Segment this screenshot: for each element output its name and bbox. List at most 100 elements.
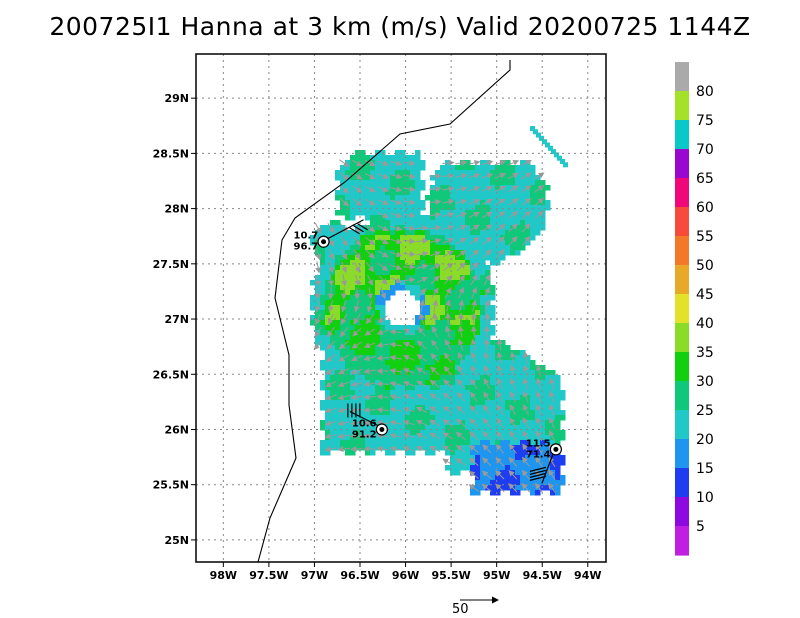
wind-cell xyxy=(365,295,371,301)
wind-vector xyxy=(483,378,491,390)
wind-cell xyxy=(465,210,471,216)
wind-cell xyxy=(350,400,356,406)
wind-cell xyxy=(365,320,371,326)
wind-cell xyxy=(355,205,361,211)
wind-cell xyxy=(480,230,486,236)
wind-cell xyxy=(360,285,366,291)
wind-cell xyxy=(335,280,341,286)
wind-cell xyxy=(335,335,341,341)
wind-cell xyxy=(450,310,456,316)
x-tick-label: 98W xyxy=(210,569,237,582)
wind-cell xyxy=(500,390,506,396)
wind-cell xyxy=(425,405,431,411)
colorbar-swatch xyxy=(675,62,689,92)
wind-vector xyxy=(328,248,335,261)
wind-vector xyxy=(508,223,518,233)
wind-cell xyxy=(420,360,426,366)
wind-cell xyxy=(555,435,561,441)
wind-cell xyxy=(395,260,401,266)
wind-cell xyxy=(425,260,431,266)
wind-vector xyxy=(522,390,529,403)
wind-cell xyxy=(435,205,441,211)
wind-cell xyxy=(350,440,356,446)
wind-cell xyxy=(425,430,431,436)
wind-cell xyxy=(340,250,346,256)
wind-vector xyxy=(350,420,363,427)
wind-cell xyxy=(490,375,496,381)
wind-cell xyxy=(460,425,466,431)
wind-cell xyxy=(485,440,491,446)
wind-cell xyxy=(425,385,431,391)
wind-vector xyxy=(494,159,507,166)
wind-cell xyxy=(390,240,396,246)
wind-cell xyxy=(430,360,436,366)
wind-cell xyxy=(405,200,411,206)
wind-cell xyxy=(345,340,351,346)
wind-cell xyxy=(360,205,366,211)
wind-cell xyxy=(435,255,441,261)
wind-cell xyxy=(405,400,411,406)
wind-cell xyxy=(385,360,391,366)
wind-cell xyxy=(550,370,556,376)
wind-cell xyxy=(360,325,366,331)
wind-cell xyxy=(335,220,341,226)
wind-cell xyxy=(410,180,416,186)
wind-cell xyxy=(400,425,406,431)
wind-cell xyxy=(490,490,496,496)
wind-cell xyxy=(345,415,351,421)
wind-cell xyxy=(520,360,526,366)
wind-vector xyxy=(429,237,442,244)
wind-cell xyxy=(535,410,541,416)
wind-vector xyxy=(496,377,503,390)
wind-cell xyxy=(370,340,376,346)
wind-vector xyxy=(402,354,415,361)
wind-cell xyxy=(465,370,471,376)
wind-cell xyxy=(455,450,461,456)
wind-cell xyxy=(335,380,341,386)
wind-cell xyxy=(545,445,551,451)
wind-cell xyxy=(480,305,486,311)
wind-cell xyxy=(465,335,471,341)
wind-cell xyxy=(420,305,426,311)
wind-cell xyxy=(370,445,376,451)
wind-vector xyxy=(456,262,466,272)
wind-cell xyxy=(350,315,356,321)
wind-cell xyxy=(330,235,336,241)
wind-cell xyxy=(325,425,331,431)
wind-cell xyxy=(385,405,391,411)
wind-cell xyxy=(440,285,446,291)
wind-cell xyxy=(460,245,466,251)
wind-vector xyxy=(509,417,517,429)
wind-cell xyxy=(445,170,451,176)
wind-cell xyxy=(485,450,491,456)
wind-cell xyxy=(370,300,376,306)
wind-vector xyxy=(548,377,555,390)
wind-vector xyxy=(350,368,363,375)
wind-cell xyxy=(345,445,351,451)
wind-cell xyxy=(365,230,371,236)
wind-cell xyxy=(530,215,536,221)
wind-cell xyxy=(510,440,516,446)
wind-cell xyxy=(420,420,426,426)
wind-cell xyxy=(380,375,386,381)
wind-cell xyxy=(450,290,456,296)
wind-cell xyxy=(515,480,521,486)
wind-cell xyxy=(445,450,451,456)
wind-cell xyxy=(395,420,401,426)
wind-cell xyxy=(505,385,511,391)
wind-vector xyxy=(509,377,516,390)
wind-cell xyxy=(540,385,546,391)
wind-cell xyxy=(460,365,466,371)
wind-cell xyxy=(390,290,396,296)
wind-cell xyxy=(385,415,391,421)
wind-cell xyxy=(365,450,371,456)
wind-cell xyxy=(400,360,406,366)
wind-cell xyxy=(415,190,421,196)
wind-vector xyxy=(494,198,506,206)
wind-cell xyxy=(355,360,361,366)
wind-cell xyxy=(340,205,346,211)
wind-cell xyxy=(310,315,316,321)
wind-vector xyxy=(431,339,439,350)
wind-vector xyxy=(496,351,503,364)
wind-cell xyxy=(420,350,426,356)
